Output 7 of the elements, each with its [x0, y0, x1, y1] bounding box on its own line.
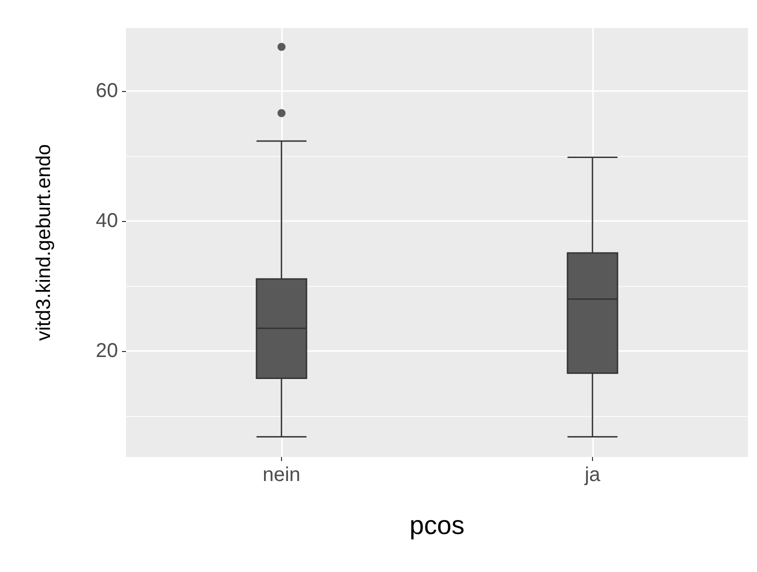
x-axis-title: pcos — [410, 510, 464, 540]
y-tick-label: 60 — [96, 80, 118, 102]
x-tick-label: nein — [262, 464, 300, 486]
y-tick-label: 40 — [96, 210, 118, 232]
y-axis-title: vitd3.kind.geburt.endo — [33, 144, 55, 341]
x-tick-label: ja — [584, 464, 602, 486]
y-tick-label: 20 — [96, 340, 118, 362]
